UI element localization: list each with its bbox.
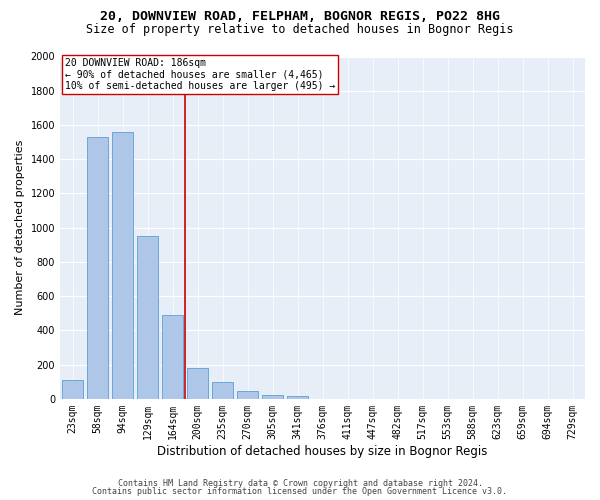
Bar [62, 380, 83, 399]
Bar [237, 390, 258, 399]
Y-axis label: Number of detached properties: Number of detached properties [15, 140, 25, 316]
Text: 20 DOWNVIEW ROAD: 186sqm
← 90% of detached houses are smaller (4,465)
10% of sem: 20 DOWNVIEW ROAD: 186sqm ← 90% of detach… [65, 58, 335, 92]
Bar [87, 137, 108, 399]
Text: Contains public sector information licensed under the Open Government Licence v3: Contains public sector information licen… [92, 487, 508, 496]
Text: Contains HM Land Registry data © Crown copyright and database right 2024.: Contains HM Land Registry data © Crown c… [118, 478, 482, 488]
Bar [162, 315, 183, 399]
Bar [212, 382, 233, 399]
Bar [137, 236, 158, 399]
X-axis label: Distribution of detached houses by size in Bognor Regis: Distribution of detached houses by size … [157, 444, 488, 458]
Bar [112, 132, 133, 399]
Bar [262, 394, 283, 399]
Bar [287, 396, 308, 399]
Text: Size of property relative to detached houses in Bognor Regis: Size of property relative to detached ho… [86, 22, 514, 36]
Text: 20, DOWNVIEW ROAD, FELPHAM, BOGNOR REGIS, PO22 8HG: 20, DOWNVIEW ROAD, FELPHAM, BOGNOR REGIS… [100, 10, 500, 23]
Bar [187, 368, 208, 399]
